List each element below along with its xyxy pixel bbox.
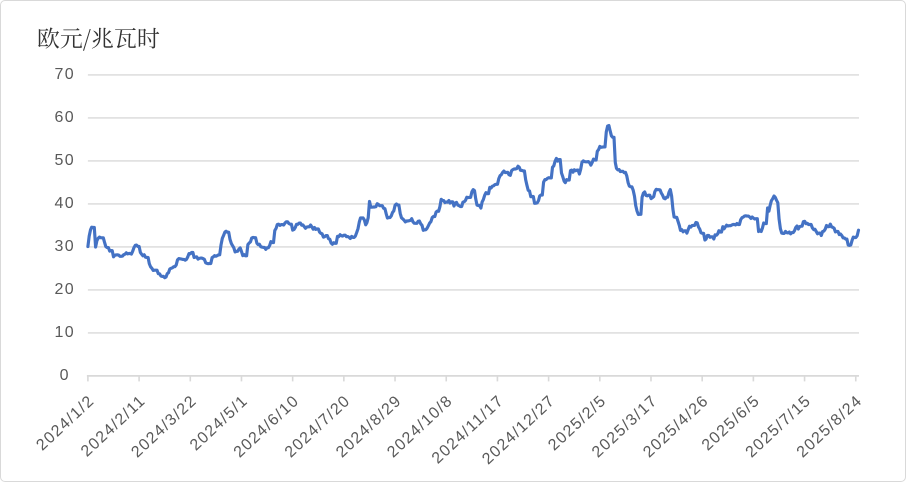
svg-text:0: 0 [60, 367, 70, 384]
svg-text:10: 10 [55, 324, 75, 341]
svg-text:70: 70 [55, 66, 75, 83]
svg-text:60: 60 [55, 109, 75, 126]
svg-text:50: 50 [55, 152, 75, 169]
svg-text:30: 30 [55, 238, 75, 255]
svg-text:40: 40 [55, 195, 75, 212]
svg-text:20: 20 [55, 281, 75, 298]
